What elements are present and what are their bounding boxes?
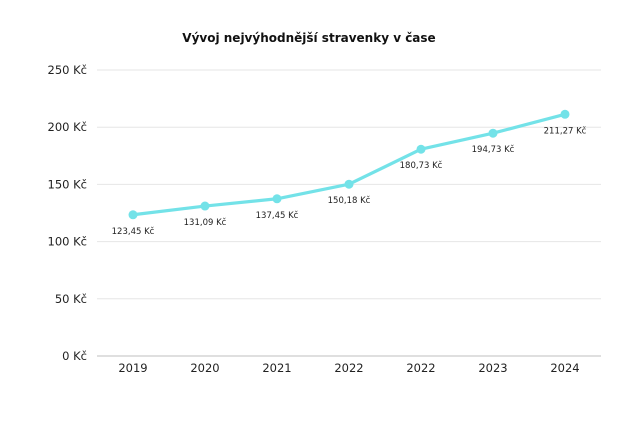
data-point [488, 128, 498, 138]
x-tick-label: 2022 [406, 361, 435, 375]
x-tick-label: 2021 [262, 361, 291, 375]
y-tick-label: 50 Kč [55, 292, 87, 306]
x-tick-label: 2023 [478, 361, 507, 375]
data-label: 150,18 Kč [328, 195, 371, 206]
x-axis: 2019 2020 2021 2022 2022 2023 2024 [97, 355, 601, 375]
data-label: 123,45 Kč [112, 226, 155, 237]
data-point [200, 201, 210, 211]
y-tick-label: 250 Kč [48, 63, 87, 77]
y-tick-label: 150 Kč [48, 177, 87, 191]
y-tick-label: 100 Kč [48, 235, 87, 249]
data-point [416, 144, 426, 154]
data-point [344, 179, 354, 189]
x-tick-label: 2022 [334, 361, 363, 375]
chart-title: Vývoj nejvýhodnější stravenky v čase [182, 31, 435, 45]
y-tick-label: 200 Kč [48, 120, 87, 134]
data-label: 180,73 Kč [400, 160, 443, 171]
y-axis: 0 Kč 50 Kč 100 Kč 150 Kč 200 Kč 250 Kč [48, 63, 87, 363]
x-tick-label: 2019 [118, 361, 147, 375]
data-label: 194,73 Kč [472, 144, 515, 155]
data-label: 137,45 Kč [256, 210, 299, 221]
data-series [128, 109, 570, 220]
data-label: 131,09 Kč [184, 217, 227, 228]
y-tick-label: 0 Kč [62, 349, 87, 363]
data-label: 211,27 Kč [544, 125, 587, 136]
data-point [272, 194, 282, 204]
data-point [560, 109, 570, 119]
data-labels: 123,45 Kč 131,09 Kč 137,45 Kč 150,18 Kč 180,… [112, 125, 587, 236]
data-point [128, 210, 138, 220]
x-tick-label: 2020 [190, 361, 219, 375]
x-tick-label: 2024 [550, 361, 579, 375]
